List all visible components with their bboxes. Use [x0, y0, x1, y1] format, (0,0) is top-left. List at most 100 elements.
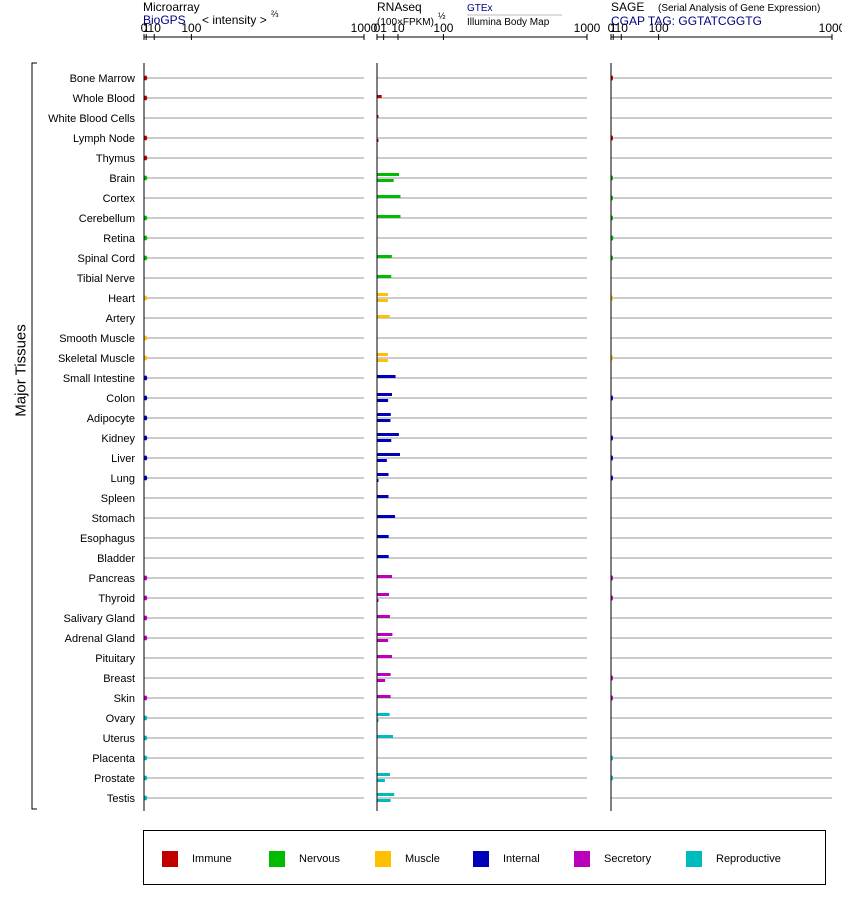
rnaseq-bar	[377, 413, 391, 416]
microarray-bar	[144, 75, 148, 81]
microarray-bar	[144, 575, 148, 581]
legend-swatch	[473, 850, 489, 867]
group-label: Major Tissues	[12, 324, 30, 417]
microarray-bar	[144, 595, 148, 601]
rnaseq-bar	[377, 515, 396, 518]
tissue-label: Kidney	[101, 433, 135, 445]
microarray-tick-label: 0	[141, 21, 148, 35]
rnaseq-bar	[377, 495, 389, 498]
rnaseq-bar	[377, 719, 379, 722]
rnaseq-bar	[377, 255, 392, 258]
tissue-label: Small Intestine	[63, 373, 135, 385]
microarray-bar	[144, 335, 148, 341]
bars-layer	[144, 75, 614, 802]
tissue-label: Heart	[108, 293, 135, 305]
microarray-bar	[144, 395, 148, 401]
microarray-bar	[144, 475, 148, 481]
rnaseq-bar	[377, 275, 392, 278]
legend-item-muscle: Muscle	[375, 850, 440, 867]
rnaseq-units: (100×FPKM)	[377, 17, 434, 28]
rnaseq-tick-label: 1000	[574, 21, 601, 35]
rnaseq-bar	[377, 315, 390, 318]
rnaseq-bar	[377, 575, 392, 578]
rnaseq-units-exponent: ½	[438, 11, 446, 21]
legend-label: Reproductive	[716, 852, 781, 865]
microarray-bar	[144, 735, 148, 741]
tissue-label: Cerebellum	[79, 213, 135, 225]
microarray-source: BioGPS	[143, 13, 186, 27]
rnaseq-bar	[377, 399, 389, 402]
rnaseq-bar	[377, 95, 382, 98]
tissue-label: Artery	[106, 313, 136, 325]
microarray-tick-label: 10	[148, 21, 162, 35]
rnaseq-bar	[377, 695, 391, 698]
rnaseq-bar	[377, 773, 390, 776]
rnaseq-tick-label: 100	[433, 21, 453, 35]
rnaseq-tick-label: 0	[374, 21, 381, 35]
rnaseq-source-illumina: Illumina Body Map	[467, 17, 550, 28]
rnaseq-bar	[377, 633, 393, 636]
rnaseq-tick-label: 10	[391, 21, 405, 35]
tissue-label: Brain	[109, 173, 135, 185]
tissue-label: Tibial Nerve	[77, 273, 135, 285]
legend-swatch	[574, 850, 590, 867]
tissue-label: Spleen	[101, 493, 135, 505]
tissue-label: Whole Blood	[73, 93, 135, 105]
rnaseq-bar	[377, 353, 388, 356]
tissue-label: Skin	[114, 693, 135, 705]
tissue-label: Spinal Cord	[78, 253, 135, 265]
sage-subtitle: (Serial Analysis of Gene Expression)	[658, 3, 820, 14]
microarray-tick-label: 1	[143, 21, 150, 35]
tissue-label: White Blood Cells	[48, 113, 135, 125]
microarray-tick-label: 100	[181, 21, 201, 35]
rnaseq-bar	[377, 555, 389, 558]
rnaseq-bar	[377, 459, 387, 462]
group-bracket	[31, 62, 37, 810]
tissue-label: Skeletal Muscle	[58, 353, 135, 365]
legend-swatch	[162, 850, 178, 867]
tissue-label: Stomach	[92, 513, 135, 525]
rnaseq-bar	[377, 735, 393, 738]
rnaseq-bar	[377, 179, 394, 182]
tissue-label: Cortex	[103, 193, 136, 205]
legend-swatch	[269, 850, 285, 867]
tissue-label: Placenta	[92, 753, 136, 765]
sage-tick-label: 10	[615, 21, 629, 35]
rnaseq-bar	[377, 599, 379, 602]
legend-label: Internal	[503, 852, 540, 865]
tissue-label: Salivary Gland	[63, 613, 135, 625]
rnaseq-bar	[377, 479, 379, 482]
legend-label: Nervous	[299, 852, 340, 865]
tissue-label: Thyroid	[98, 593, 135, 605]
tissue-label: Bladder	[97, 553, 135, 565]
legend-item-nervous: Nervous	[269, 850, 340, 867]
tissue-label: Testis	[107, 793, 136, 805]
sage-tick-label: 1000	[819, 21, 842, 35]
tissue-label: Liver	[111, 453, 135, 465]
rnaseq-bar	[377, 299, 388, 302]
rnaseq-bar	[377, 713, 390, 716]
legend-item-secretory: Secretory	[574, 850, 651, 867]
microarray-bar	[144, 175, 148, 181]
tissue-label: Lung	[111, 473, 135, 485]
legend-label: Secretory	[604, 852, 652, 865]
legend-swatch	[375, 850, 391, 867]
microarray-bar	[144, 255, 148, 261]
rnaseq-bar	[377, 453, 401, 456]
sage-title: SAGE	[611, 0, 644, 14]
legend-item-reproductive: Reproductive	[686, 850, 781, 867]
microarray-note: < intensity >	[202, 13, 267, 27]
microarray-tick-label: 1000	[351, 21, 378, 35]
rnaseq-bar	[377, 139, 379, 142]
sage-tick-label: 1	[610, 21, 617, 35]
microarray-bar	[144, 375, 148, 381]
tissue-label: Lymph Node	[73, 133, 135, 145]
axes-layer: 011010010000110100100001101001000	[141, 21, 842, 811]
sage-tag: CGAP TAG: GGTATCGGTG	[611, 14, 762, 28]
microarray-bar	[144, 95, 148, 101]
rnaseq-bar	[377, 195, 401, 198]
tissue-label: Adipocyte	[87, 413, 135, 425]
microarray-bar	[144, 775, 148, 781]
